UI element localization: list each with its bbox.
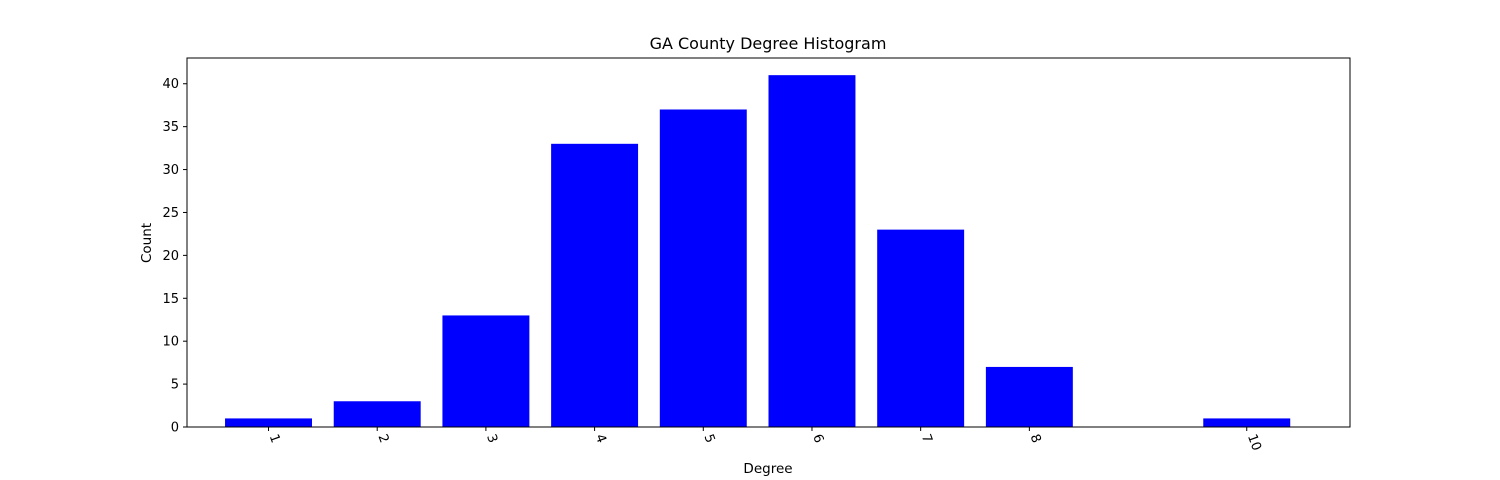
x-tick-label: 10 <box>1244 432 1264 453</box>
bar-degree-6 <box>768 75 856 427</box>
y-tick-label: 10 <box>162 335 179 350</box>
bar-degree-7 <box>877 229 965 427</box>
y-axis-ticks: 0 5 10 15 20 25 30 35 40 <box>162 77 187 436</box>
bar-degree-8 <box>985 366 1073 427</box>
y-tick-label: 0 <box>171 421 179 436</box>
y-tick-label: 20 <box>162 249 179 264</box>
y-tick-label: 30 <box>162 163 179 178</box>
bar-degree-2 <box>333 401 421 427</box>
bar-degree-5 <box>659 109 747 428</box>
y-axis-label: Count <box>139 223 155 263</box>
plot-frame <box>186 57 1351 428</box>
bars <box>225 75 1291 428</box>
bar-degree-4 <box>551 143 639 427</box>
bar-degree-3 <box>442 315 530 427</box>
y-tick-label: 15 <box>162 292 179 307</box>
y-tick-label: 35 <box>162 120 179 135</box>
bar-degree-1 <box>225 418 312 427</box>
y-tick-label: 25 <box>162 206 179 221</box>
bar-degree-10 <box>1203 418 1291 427</box>
y-tick-label: 5 <box>171 378 179 393</box>
x-axis-label: Degree <box>743 461 792 477</box>
chart-title: GA County Degree Histogram <box>650 34 887 53</box>
y-tick-label: 40 <box>162 77 179 92</box>
